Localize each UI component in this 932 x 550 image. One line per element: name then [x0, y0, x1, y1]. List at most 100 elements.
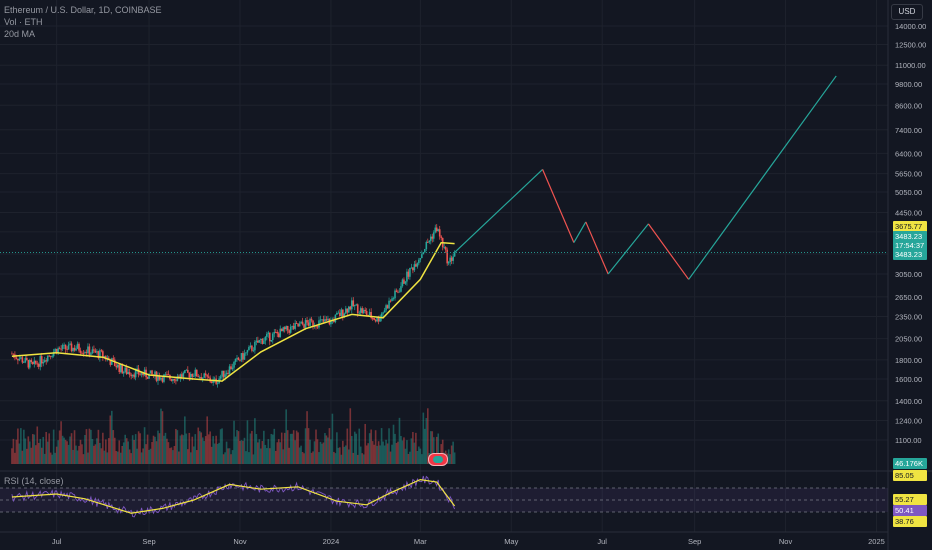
candle-body — [403, 279, 405, 284]
volume-bar — [395, 442, 398, 464]
candle-body — [303, 324, 305, 328]
volume-bar — [161, 411, 164, 464]
volume-bar — [432, 437, 435, 464]
volume-bar — [306, 411, 308, 464]
volume-bar — [31, 434, 34, 464]
candle-body — [322, 319, 325, 322]
candle-body — [361, 308, 364, 314]
candle-body — [280, 328, 283, 332]
rsi-ma-line — [11, 478, 456, 514]
volume-bar — [315, 429, 317, 464]
candle-body — [210, 381, 213, 383]
candle-body — [213, 378, 216, 380]
candle-body — [37, 364, 40, 367]
candle-body — [386, 305, 389, 309]
volume-bar — [45, 431, 48, 464]
candle-body — [11, 353, 13, 355]
candle-body — [206, 375, 208, 377]
volume-bar — [243, 437, 246, 464]
candle-body — [85, 352, 88, 354]
candle-body — [179, 374, 182, 379]
candle-body — [310, 318, 313, 321]
price-tick-label: 5650.00 — [895, 170, 922, 179]
candle-body — [356, 304, 359, 314]
volume-bar — [450, 445, 453, 464]
volume-bar — [11, 448, 13, 464]
candle-body — [435, 227, 438, 232]
volume-bar — [52, 429, 55, 464]
candle-body — [352, 300, 355, 307]
projection-segment — [688, 75, 837, 280]
candle-body — [30, 360, 33, 363]
volume-bar — [263, 430, 265, 464]
candle-body — [307, 322, 310, 326]
volume-bar — [221, 428, 223, 464]
volume-bar — [370, 429, 372, 464]
candle-body — [97, 351, 100, 359]
candle-body — [240, 353, 243, 361]
candle-body — [79, 350, 82, 353]
candle-body — [225, 372, 228, 375]
candle-body — [67, 344, 70, 350]
candle-body — [421, 254, 423, 259]
candle-body — [93, 349, 95, 351]
candle-body — [270, 340, 273, 342]
flag-icon[interactable] — [428, 453, 448, 466]
volume-bar — [30, 447, 33, 464]
candle-body — [45, 360, 48, 362]
candle-body — [406, 271, 408, 282]
candle-body — [43, 360, 46, 363]
candle-body — [359, 308, 362, 313]
volume-bar — [249, 433, 252, 464]
volume-legend-label: Vol · ETH — [4, 17, 43, 27]
volume-bar — [189, 452, 192, 464]
candle-body — [60, 348, 62, 350]
price-tick-label: 4450.00 — [895, 209, 922, 218]
candle-body — [166, 374, 168, 376]
volume-bar — [245, 451, 247, 464]
candle-body — [72, 347, 74, 352]
volume-bar — [345, 445, 347, 464]
candle-body — [443, 247, 445, 248]
volume-bar — [163, 435, 165, 464]
candle-body — [410, 267, 413, 269]
price-tick-label: 11000.00 — [895, 61, 926, 70]
candle-body — [42, 362, 45, 364]
volume-bar — [330, 439, 332, 464]
volume-bar — [103, 450, 106, 464]
candle-body — [319, 319, 322, 321]
volume-bar — [37, 442, 40, 464]
candle-body — [268, 332, 271, 342]
candle-body — [191, 373, 194, 377]
volume-bar — [412, 432, 414, 464]
candle-body — [90, 353, 92, 355]
candle-body — [51, 356, 53, 358]
volume-bar — [130, 453, 132, 464]
volume-bar — [261, 441, 264, 464]
candle-body — [149, 370, 152, 374]
price-tick-label: 1240.00 — [895, 417, 922, 426]
candle-body — [175, 380, 177, 382]
candle-body — [416, 263, 419, 267]
volume-bar — [200, 432, 203, 464]
candle-body — [382, 312, 384, 314]
candle-body — [289, 326, 292, 333]
volume-bar — [276, 442, 279, 464]
candle-body — [267, 332, 270, 334]
volume-bar — [14, 452, 16, 464]
candle-body — [116, 364, 119, 368]
candle-body — [257, 340, 259, 343]
candle-body — [263, 340, 265, 344]
candle-body — [283, 327, 286, 330]
volume-bar — [42, 436, 45, 464]
volume-bar — [361, 453, 364, 464]
candle-body — [115, 366, 118, 368]
candle-body — [348, 306, 350, 313]
currency-button[interactable]: USD — [891, 4, 923, 20]
ma-line — [11, 241, 455, 382]
candle-body — [385, 305, 387, 311]
candle-body — [334, 314, 337, 323]
volume-bar — [340, 454, 343, 464]
volume-bar — [90, 429, 92, 464]
